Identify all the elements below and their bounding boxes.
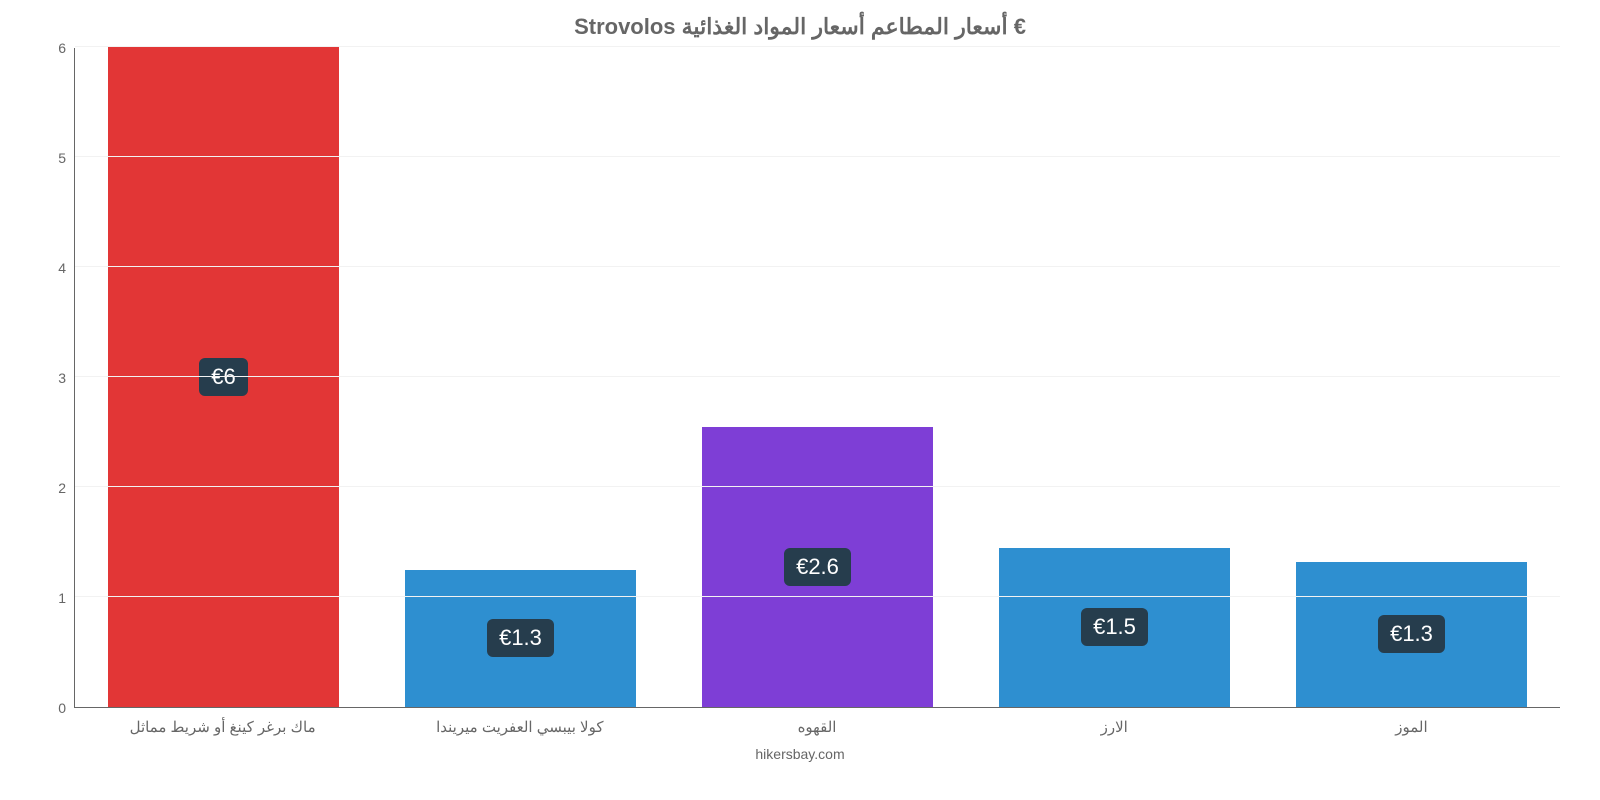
value-badge: €6 bbox=[199, 358, 247, 396]
grid-line bbox=[75, 376, 1560, 377]
bar-slot: €1.3 bbox=[372, 48, 669, 707]
bar-slot: €2.6 bbox=[669, 48, 966, 707]
y-tick-label: 4 bbox=[58, 260, 66, 276]
chart-title: Strovolos أسعار المطاعم أسعار المواد الغ… bbox=[40, 14, 1560, 40]
bar: €1.5 bbox=[999, 548, 1231, 708]
value-badge: €1.3 bbox=[1378, 615, 1445, 653]
grid-line bbox=[75, 596, 1560, 597]
y-tick-label: 3 bbox=[58, 370, 66, 386]
plot-row: 0123456 €6€1.3€2.6€1.5€1.3 bbox=[40, 48, 1560, 708]
y-tick-label: 0 bbox=[58, 700, 66, 716]
grid-line bbox=[75, 266, 1560, 267]
x-axis-label: القهوه bbox=[668, 718, 965, 736]
bars-container: €6 €1.3 €2.6 €1.5 €1.3 bbox=[75, 48, 1560, 707]
y-axis: 0123456 bbox=[40, 48, 74, 708]
value-badge: €1.5 bbox=[1081, 608, 1148, 646]
y-tick-label: 2 bbox=[58, 480, 66, 496]
x-axis-label: كولا بيبسي العفريت ميريندا bbox=[371, 718, 668, 736]
price-chart: Strovolos أسعار المطاعم أسعار المواد الغ… bbox=[0, 0, 1600, 800]
plot-area: €6 €1.3 €2.6 €1.5 €1.3 bbox=[74, 48, 1560, 708]
bar: €2.6 bbox=[702, 427, 934, 708]
grid-line bbox=[75, 46, 1560, 47]
x-axis: ماك برغر كينغ أو شريط مماثلكولا بيبسي ال… bbox=[74, 718, 1560, 736]
bar-slot: €1.5 bbox=[966, 48, 1263, 707]
bar: €1.3 bbox=[1296, 562, 1528, 707]
bar-slot: €1.3 bbox=[1263, 48, 1560, 707]
x-axis-label: الارز bbox=[966, 718, 1263, 736]
x-axis-label: الموز bbox=[1263, 718, 1560, 736]
y-tick-label: 1 bbox=[58, 590, 66, 606]
y-tick-label: 5 bbox=[58, 150, 66, 166]
grid-line bbox=[75, 486, 1560, 487]
value-badge: €1.3 bbox=[487, 619, 554, 657]
x-axis-label: ماك برغر كينغ أو شريط مماثل bbox=[74, 718, 371, 736]
grid-line bbox=[75, 156, 1560, 157]
bar-slot: €6 bbox=[75, 48, 372, 707]
y-tick-label: 6 bbox=[58, 40, 66, 56]
bar: €1.3 bbox=[405, 570, 637, 708]
value-badge: €2.6 bbox=[784, 548, 851, 586]
chart-caption: hikersbay.com bbox=[40, 746, 1560, 762]
bar: €6 bbox=[108, 47, 340, 707]
